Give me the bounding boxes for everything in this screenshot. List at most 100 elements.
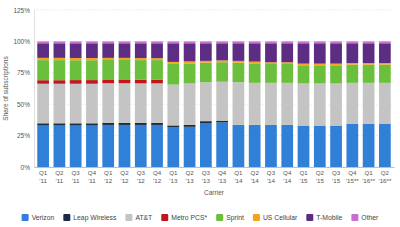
- tick-label: Q3'15: [332, 169, 341, 183]
- bar-segment: [37, 126, 49, 167]
- legend-label: US Cellular: [263, 214, 298, 221]
- bar-segment: [200, 121, 212, 123]
- tick: Q4'12: [153, 167, 162, 184]
- bar-segment: [363, 63, 375, 65]
- tick: Q1'12: [104, 167, 113, 184]
- legend-label: Metro PCS*: [171, 214, 207, 221]
- bar-segment: [265, 83, 277, 125]
- legend-swatch: [161, 214, 168, 221]
- bar-segment: [346, 124, 358, 167]
- legend-swatch: [63, 214, 70, 221]
- bar-segment: [135, 125, 147, 167]
- bar-segment: [54, 41, 66, 43]
- tick-label: Q1'13: [169, 169, 178, 183]
- legend-swatch: [306, 214, 313, 221]
- bar-segment: [314, 43, 326, 63]
- bar-segment: [298, 64, 310, 66]
- bar-segment: [281, 43, 293, 62]
- bar-segment: [298, 126, 310, 167]
- bar-segment: [151, 123, 163, 125]
- tick-label: 0%: [21, 164, 31, 171]
- bar-segment: [70, 80, 82, 84]
- tick-label: Q1'15: [299, 169, 308, 183]
- bar-segment: [249, 62, 261, 64]
- grid-line: [34, 10, 394, 11]
- bar-segment: [151, 41, 163, 43]
- bar-segment: [119, 43, 131, 58]
- bar-segment: [379, 83, 391, 124]
- series: [37, 82, 390, 126]
- legend-swatch: [351, 214, 358, 221]
- plot: 0%25%50%75%100%125%Q1'11Q2'11Q3'11Q4'11Q…: [13, 7, 394, 184]
- tick: Q3'15: [332, 167, 341, 184]
- tick: Q2'16**: [378, 167, 391, 184]
- tick-label: Q2'11: [55, 169, 64, 183]
- bar-segment: [216, 122, 228, 167]
- tick-label: Q1'14: [234, 169, 243, 183]
- bar-segment: [233, 125, 245, 167]
- bar-segment: [167, 125, 179, 127]
- legend-swatch: [125, 214, 132, 221]
- bar-segment: [119, 41, 131, 43]
- bar-segment: [54, 43, 66, 58]
- bar-segment: [70, 41, 82, 43]
- bar-segment: [200, 61, 212, 63]
- tick-label: Q2'13: [185, 169, 194, 183]
- bar-segment: [102, 43, 114, 58]
- tick-label: Q2'14: [251, 169, 260, 183]
- bar-segment: [184, 43, 196, 61]
- bar-segment: [265, 62, 277, 64]
- bar-segment: [167, 85, 179, 126]
- bar-segment: [346, 43, 358, 63]
- tick-label: Q3'14: [267, 169, 276, 183]
- bar-segment: [119, 123, 131, 125]
- bar-segment: [102, 123, 114, 125]
- legend-label: AT&T: [135, 214, 152, 221]
- bar-segment: [151, 43, 163, 58]
- bar-segment: [119, 79, 131, 83]
- legend-item: Metro PCS*: [161, 214, 207, 221]
- bar-segment: [70, 123, 82, 125]
- tick: Q2'12: [120, 167, 129, 184]
- bar-segment: [346, 65, 358, 83]
- bar-segment: [86, 43, 98, 58]
- chart: 0%25%50%75%100%125%Q1'11Q2'11Q3'11Q4'11Q…: [0, 0, 400, 227]
- tick: Q1'15: [299, 167, 308, 184]
- tick-label: 125%: [13, 7, 30, 14]
- tick-label: 50%: [17, 101, 30, 108]
- bar-segment: [314, 64, 326, 66]
- legend-swatch: [22, 214, 29, 221]
- bar-segment: [151, 125, 163, 167]
- bar-segment: [216, 62, 228, 81]
- tick-label: Q4'11: [88, 169, 97, 183]
- bar-segment: [314, 65, 326, 83]
- bar-segment: [298, 65, 310, 83]
- y-axis-title: Share of subscriptions: [2, 56, 10, 121]
- bar-segment: [70, 126, 82, 167]
- bar-segment: [54, 123, 66, 125]
- bar-segment: [346, 41, 358, 43]
- bar-segment: [314, 126, 326, 167]
- bar-segment: [265, 125, 277, 167]
- bar-segment: [135, 58, 147, 60]
- tick: Q3'13: [202, 167, 211, 184]
- bar-segment: [200, 82, 212, 121]
- bar-segment: [330, 65, 342, 83]
- tick-label: 25%: [17, 132, 30, 139]
- bar-segment: [281, 64, 293, 83]
- series: [37, 43, 390, 63]
- legend-swatch: [253, 214, 260, 221]
- bar-segment: [330, 83, 342, 125]
- bar-segment: [233, 82, 245, 125]
- bar-segment: [37, 80, 49, 84]
- bar-segment: [281, 62, 293, 64]
- bar-segment: [102, 41, 114, 43]
- tick-label: Q3'11: [72, 169, 81, 183]
- bar-segment: [363, 83, 375, 124]
- bar-segment: [200, 41, 212, 43]
- tick: Q1'16**: [362, 167, 375, 184]
- bar-segment: [151, 80, 163, 84]
- bar-segment: [70, 60, 82, 80]
- bar-segment: [167, 64, 179, 85]
- tick: Q3'12: [137, 167, 146, 184]
